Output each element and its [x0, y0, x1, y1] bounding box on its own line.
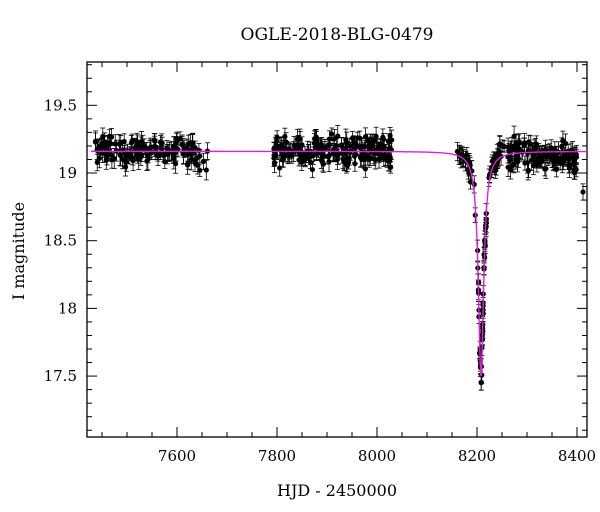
- data-point: [302, 146, 308, 167]
- y-tick-label: 19: [58, 164, 77, 182]
- data-point: [271, 141, 277, 156]
- data-point: [155, 146, 161, 166]
- data-point: [554, 150, 560, 170]
- data-point: [162, 154, 168, 169]
- y-tick-label: 18.5: [44, 232, 77, 250]
- data-point: [529, 149, 535, 171]
- data-point: [381, 138, 387, 154]
- ticks-layer: [87, 62, 587, 437]
- data-point: [306, 150, 312, 163]
- data-point: [170, 146, 176, 164]
- x-axis-label: HJD - 2450000: [277, 481, 397, 500]
- data-point: [138, 136, 144, 158]
- data-point: [189, 144, 195, 164]
- data-point: [313, 135, 319, 157]
- data-point: [373, 126, 379, 146]
- data-point: [145, 147, 151, 164]
- data-point: [312, 129, 319, 150]
- y-tick-label: 19.5: [44, 96, 77, 114]
- data-point: [185, 145, 191, 162]
- data-point: [121, 133, 127, 150]
- x-tick-label: 8200: [458, 447, 496, 465]
- x-tick-label: 8000: [358, 447, 396, 465]
- data-point: [361, 150, 367, 169]
- y-axis-label: I magnitude: [9, 202, 28, 300]
- data-point: [197, 149, 203, 164]
- y-tick-label: 17.5: [44, 367, 77, 385]
- data-point: [562, 133, 569, 154]
- data-point: [542, 161, 548, 177]
- data-point: [561, 146, 567, 166]
- data-point: [352, 155, 358, 172]
- data-point: [133, 140, 139, 153]
- data-point: [286, 143, 292, 164]
- model-curve: [91, 150, 587, 377]
- x-tick-label: 7600: [158, 447, 196, 465]
- tick-labels-layer: 7600 7800 8000 8200 8400 17.5 18 18.5 19 19.5: [44, 96, 597, 465]
- data-point: [277, 159, 283, 177]
- data-point: [152, 135, 158, 157]
- data-point: [372, 150, 378, 170]
- chart-title: OGLE-2018-BLG-0479: [241, 25, 434, 45]
- data-point: [509, 158, 515, 173]
- plot-frame: [86, 61, 588, 438]
- data-point: [508, 140, 514, 160]
- data-point: [164, 140, 170, 157]
- data-point: [573, 144, 579, 164]
- data-point: [566, 156, 572, 174]
- data-point: [197, 163, 203, 177]
- data-point: [580, 183, 586, 201]
- data-point: [112, 134, 118, 154]
- data-points-layer: [92, 125, 586, 391]
- data-point: [522, 155, 528, 171]
- data-point: [177, 131, 183, 146]
- data-point: [542, 144, 548, 160]
- data-point: [495, 149, 501, 168]
- data-point: [280, 148, 287, 168]
- x-tick-label: 8400: [558, 447, 596, 465]
- y-tick-label: 18: [58, 299, 77, 317]
- x-tick-label: 7800: [258, 447, 296, 465]
- data-point: [203, 159, 209, 181]
- data-point: [505, 157, 511, 177]
- data-point: [326, 130, 333, 148]
- data-point: [127, 147, 133, 162]
